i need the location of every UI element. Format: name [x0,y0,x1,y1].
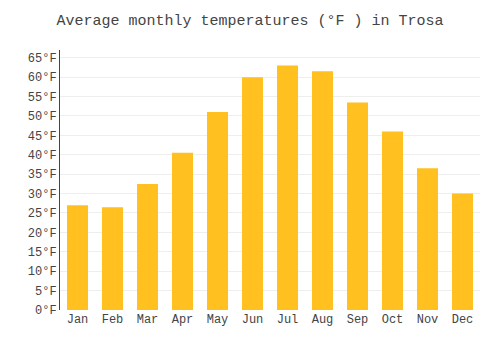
svg-text:Average monthly temperatures (: Average monthly temperatures (°F ) in Tr… [56,13,443,30]
svg-text:Apr: Apr [172,313,194,327]
svg-text:Feb: Feb [102,313,124,327]
svg-text:Oct: Oct [382,313,404,327]
svg-text:60°F: 60°F [28,71,57,85]
svg-text:35°F: 35°F [28,168,57,182]
svg-text:40°F: 40°F [28,149,57,163]
svg-text:May: May [207,313,229,327]
svg-text:20°F: 20°F [28,227,57,241]
svg-text:Dec: Dec [452,313,474,327]
svg-text:65°F: 65°F [28,52,57,66]
svg-text:55°F: 55°F [28,91,57,105]
svg-text:Aug: Aug [312,313,334,327]
svg-text:Mar: Mar [137,313,159,327]
svg-text:Jun: Jun [242,313,264,327]
svg-text:50°F: 50°F [28,110,57,124]
svg-text:45°F: 45°F [28,130,57,144]
svg-text:10°F: 10°F [28,265,57,279]
svg-text:5°F: 5°F [35,285,57,299]
svg-text:Jan: Jan [67,313,89,327]
svg-text:30°F: 30°F [28,188,57,202]
svg-text:25°F: 25°F [28,207,57,221]
svg-text:0°F: 0°F [35,304,57,318]
svg-text:Nov: Nov [417,313,439,327]
svg-text:15°F: 15°F [28,246,57,260]
svg-text:Sep: Sep [347,313,369,327]
svg-text:Jul: Jul [277,313,299,327]
